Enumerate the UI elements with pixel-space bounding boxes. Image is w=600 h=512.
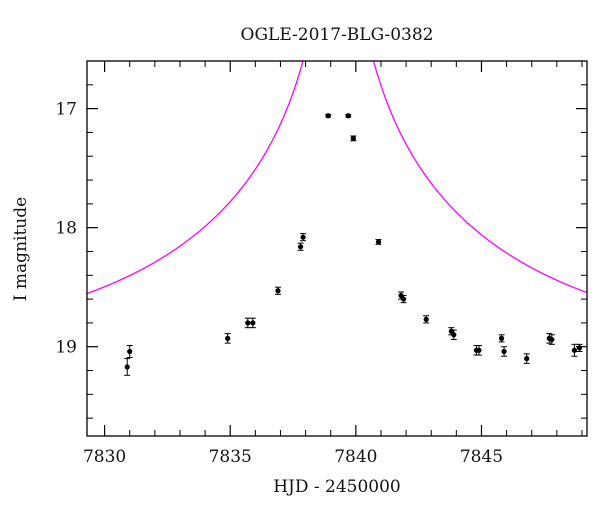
data-point: [498, 335, 505, 341]
data-point: [524, 356, 530, 362]
data-point: [245, 320, 251, 326]
data-point: [549, 336, 555, 343]
x-tick-label: 7840: [334, 447, 377, 467]
y-tick-label: 18: [55, 219, 77, 239]
data-point: [127, 348, 133, 355]
data-points-layer: [124, 113, 583, 376]
data-point: [571, 347, 578, 353]
y-tick-label: 19: [55, 338, 77, 358]
x-tick-label: 7830: [83, 447, 126, 467]
x-tick-label: 7835: [209, 447, 252, 467]
data-point: [501, 348, 507, 355]
data-point: [576, 345, 583, 351]
plot-frame: [86, 60, 588, 437]
data-point: [375, 239, 382, 245]
data-point: [476, 347, 482, 353]
data-point: [400, 296, 407, 302]
data-point: [275, 288, 281, 294]
data-point: [423, 316, 429, 322]
model-curve: [87, 61, 587, 295]
chart-title: OGLE-2017-BLG-0382: [241, 25, 434, 45]
x-axis-label: HJD - 2450000: [273, 477, 401, 497]
data-point: [225, 335, 231, 341]
data-point: [250, 320, 256, 326]
data-point: [451, 332, 457, 338]
data-point: [325, 113, 331, 119]
data-point: [350, 135, 356, 141]
data-point: [300, 234, 306, 240]
x-tick-label: 7845: [460, 447, 503, 467]
y-tick-label: 17: [55, 100, 77, 120]
y-axis-label: I magnitude: [11, 197, 31, 301]
model-curve-layer: [87, 61, 587, 295]
data-point: [345, 113, 351, 119]
axis-ticks-layer: 7830 7835 7840 7845 17 18 19: [55, 60, 587, 467]
data-point: [297, 244, 304, 250]
data-point: [124, 364, 130, 370]
